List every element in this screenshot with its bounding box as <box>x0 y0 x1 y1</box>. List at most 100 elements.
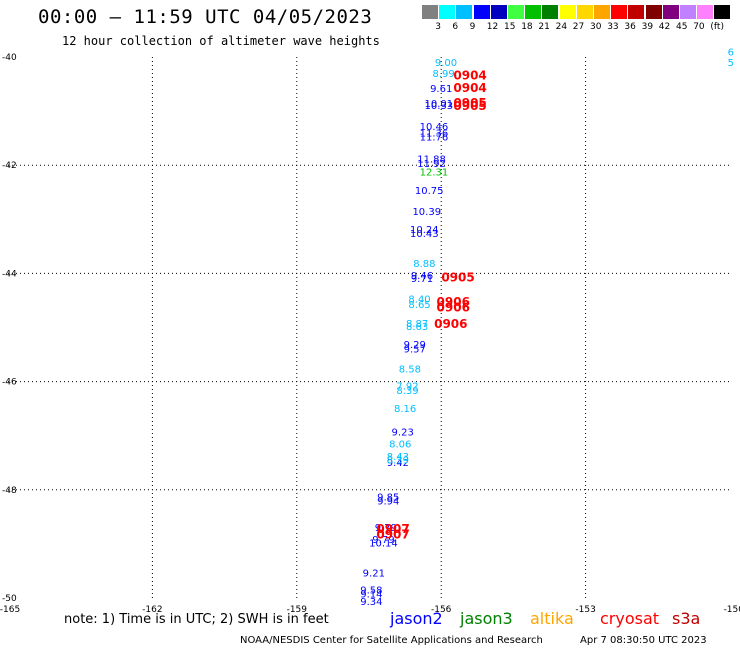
wave-height-label: 10.43 <box>410 229 439 240</box>
wave-height-label: 0904 <box>453 69 486 83</box>
wave-height-label: 9.21 <box>363 568 385 579</box>
wave-height-label: 9.94 <box>377 496 399 507</box>
satellite-label-altika: altika <box>530 609 574 628</box>
legend-swatch <box>439 5 456 19</box>
wave-height-label: 10.46 <box>420 122 449 133</box>
wave-height-label: 10.24 <box>410 225 439 236</box>
legend-tick-label: 15 <box>504 22 516 32</box>
chart-subtitle: 12 hour collection of altimeter wave hei… <box>62 34 380 48</box>
legend-tick-label: 3 <box>435 22 441 32</box>
wave-height-label: 9.46 <box>411 271 433 282</box>
legend-tick-label: 27 <box>572 22 585 32</box>
wave-height-label: 10.39 <box>412 207 441 218</box>
legend-swatch <box>645 5 662 19</box>
wave-height-label: 11.88 <box>417 154 446 165</box>
wave-height-label: 8.39 <box>387 455 409 466</box>
edge-wave-label: 6 <box>728 47 734 58</box>
wave-height-label: 0904 <box>453 81 486 95</box>
wave-height-label: 9.85 <box>377 493 399 504</box>
wave-height-label: 0905 <box>453 96 486 110</box>
x-tick-label: -165 <box>0 605 20 615</box>
legend-tick-label: 9 <box>469 22 476 32</box>
legend-swatch <box>594 5 610 19</box>
units-note: note: 1) Time is in UTC; 2) SWH is in fe… <box>64 612 329 627</box>
satellite-label-jason2: jason2 <box>390 609 443 628</box>
satellite-label-jason3: jason3 <box>460 609 513 628</box>
legend-swatch <box>473 5 490 19</box>
y-tick-label: -42 <box>2 161 17 171</box>
y-tick-label: -50 <box>2 594 17 604</box>
x-tick-label: -162 <box>142 605 162 615</box>
wave-height-label: 11.36 <box>420 129 449 140</box>
wave-height-label: 9.14 <box>360 589 382 600</box>
legend-tick-label: 39 <box>641 22 654 32</box>
wave-height-label: 0906 <box>437 300 470 314</box>
legend-swatch <box>662 5 679 19</box>
wave-height-label: 9.34 <box>360 597 382 608</box>
legend-tick-label: 12 <box>486 22 499 32</box>
legend-tick-label: 30 <box>590 22 602 32</box>
wave-height-label: 7.92 <box>396 382 418 393</box>
x-tick-label: -153 <box>575 605 595 615</box>
generated-timestamp: Apr 7 08:30:50 UTC 2023 <box>580 635 707 646</box>
wave-height-label: 9.58 <box>360 586 382 597</box>
legend-swatch <box>714 5 731 19</box>
legend-tick-label: 33 <box>607 22 619 32</box>
wave-height-label: 11.92 <box>417 159 446 170</box>
wave-height-label: 10.75 <box>415 186 444 197</box>
wave-height-label: 9.29 <box>404 340 426 351</box>
legend-tick-label: 24 <box>555 22 568 32</box>
y-tick-label: -46 <box>2 378 17 388</box>
legend-swatch <box>542 5 559 19</box>
satellite-label-s3a: s3a <box>672 609 701 628</box>
wave-height-label: 8.65 <box>408 300 430 311</box>
legend-swatch <box>508 5 524 19</box>
legend-swatch <box>576 5 593 19</box>
wave-height-label: 8.63 <box>406 322 428 333</box>
legend-swatch <box>559 5 576 19</box>
legend-tick-label: 42 <box>658 22 671 32</box>
x-tick-label: -156 <box>431 605 452 615</box>
legend-tick-label: 45 <box>676 22 688 32</box>
wave-height-label: 8.58 <box>399 364 421 375</box>
legend-swatch <box>680 5 696 19</box>
wave-height-label: 8.40 <box>408 295 430 306</box>
wave-height-label: 0907 <box>376 522 409 536</box>
wave-height-label: 12.31 <box>420 167 449 178</box>
y-tick-label: -44 <box>2 269 17 279</box>
wave-height-label: 0907 <box>376 527 409 541</box>
wave-height-label: 10.33 <box>424 101 453 112</box>
legend-tick-label: 70 <box>693 22 705 32</box>
credit-line: NOAA/NESDIS Center for Satellite Applica… <box>240 635 543 646</box>
wave-height-label: 10.14 <box>369 539 398 550</box>
satellite-label-cryosat: cryosat <box>600 609 660 628</box>
wave-height-label: 0905 <box>453 99 486 113</box>
legend-swatch <box>490 5 507 19</box>
x-tick-label: -150 <box>724 605 740 615</box>
wave-height-label: 10.01 <box>424 99 453 110</box>
legend-tick-label: (ft) <box>710 22 724 32</box>
legend-swatch <box>456 5 473 19</box>
wave-height-label: 9.23 <box>392 428 414 439</box>
wave-height-label: 9.00 <box>435 58 457 69</box>
legend-swatch <box>525 5 542 19</box>
legend-swatch <box>422 5 438 19</box>
wave-height-label: 8.87 <box>406 319 428 330</box>
y-tick-label: -48 <box>2 486 17 496</box>
wave-height-label: 8.06 <box>389 440 411 451</box>
wave-height-label: 9.57 <box>404 344 426 355</box>
wave-height-label: 8.43 <box>387 452 409 463</box>
legend-swatch <box>611 5 628 19</box>
legend-swatch <box>628 5 645 19</box>
wave-height-label: 0906 <box>434 317 467 331</box>
wave-height-label: 9.71 <box>411 274 433 285</box>
wave-height-label: 0906 <box>437 295 470 309</box>
legend-tick-label: 21 <box>538 22 550 32</box>
edge-wave-label: 5 <box>728 58 734 69</box>
wave-height-label: 8.39 <box>396 386 418 397</box>
legend-tick-label: 6 <box>452 22 459 32</box>
legend-tick-label: 36 <box>624 22 636 32</box>
x-tick-label: -159 <box>287 605 308 615</box>
chart-title: 00:00 – 11:59 UTC 04/05/2023 <box>38 6 373 28</box>
